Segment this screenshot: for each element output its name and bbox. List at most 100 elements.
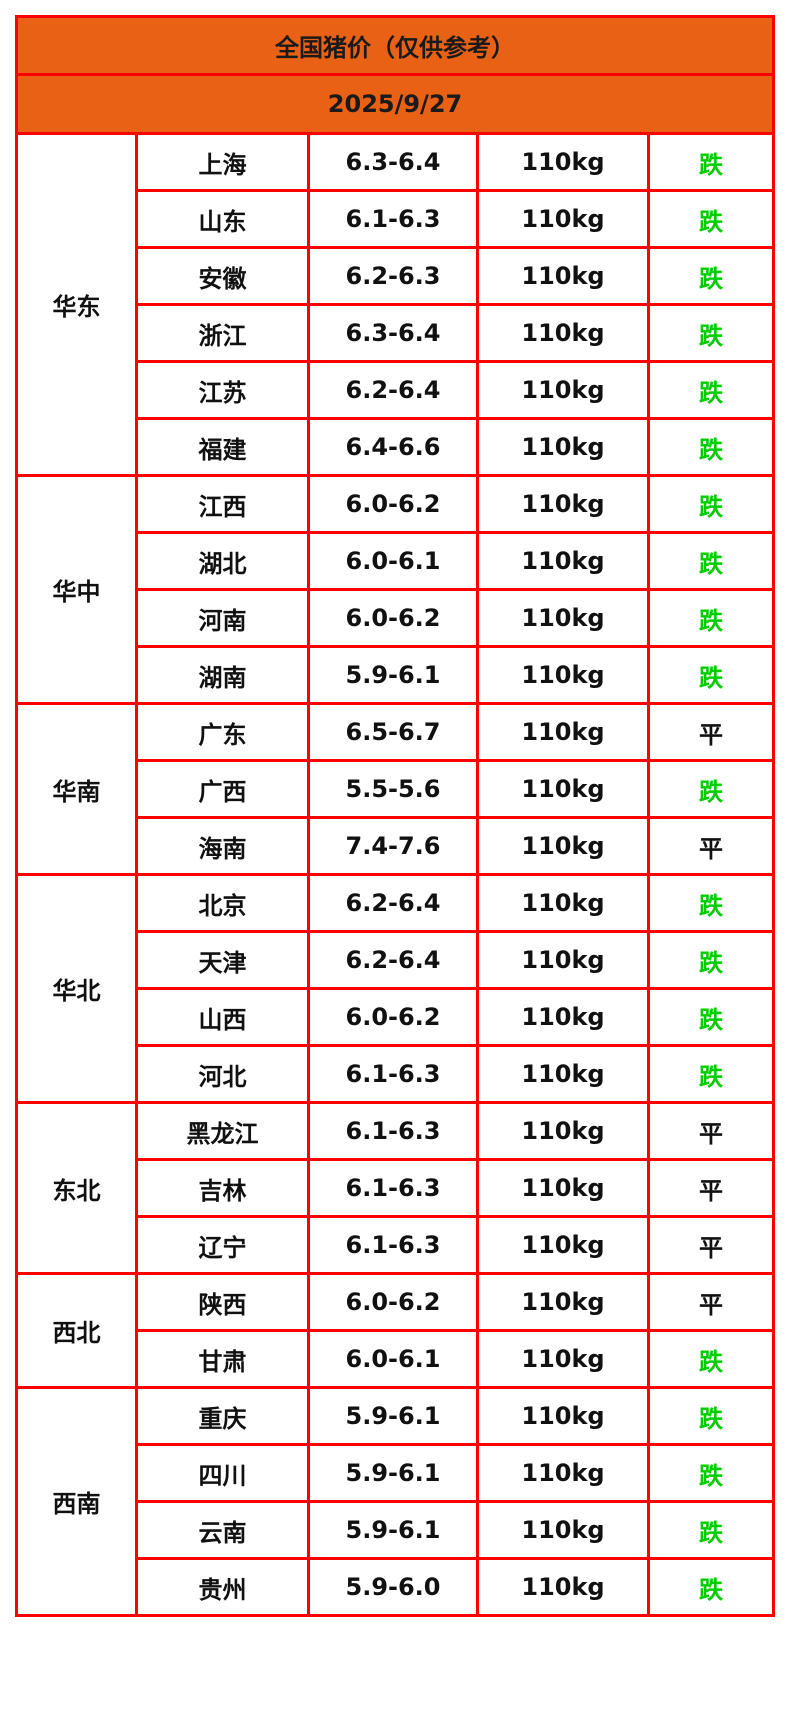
price-cell: 6.1-6.3	[307, 1158, 479, 1218]
table-row: 贵州 5.9-6.0 110kg 跌	[17, 1557, 776, 1617]
province-cell: 江苏	[135, 360, 310, 420]
region-cell: 华北	[15, 873, 138, 1104]
price-cell: 6.0-6.2	[307, 1272, 479, 1332]
trend-cell: 平	[646, 702, 776, 762]
province-cell: 山东	[135, 189, 310, 249]
province-cell: 黑龙江	[135, 1101, 310, 1161]
price-cell: 5.9-6.1	[307, 645, 479, 705]
table-row: 安徽 6.2-6.3 110kg 跌	[17, 246, 776, 306]
weight-cell: 110kg	[476, 987, 650, 1047]
region-cell: 东北	[15, 1101, 138, 1275]
weight-cell: 110kg	[476, 189, 650, 249]
price-cell: 6.0-6.1	[307, 1329, 479, 1389]
province-cell: 河南	[135, 588, 310, 648]
price-cell: 6.4-6.6	[307, 417, 479, 477]
region-cell: 华中	[15, 474, 138, 705]
weight-cell: 110kg	[476, 1101, 650, 1161]
price-cell: 6.0-6.2	[307, 987, 479, 1047]
price-cell: 7.4-7.6	[307, 816, 479, 876]
table-row: 江苏 6.2-6.4 110kg 跌	[17, 360, 776, 420]
province-cell: 吉林	[135, 1158, 310, 1218]
price-cell: 5.9-6.1	[307, 1443, 479, 1503]
weight-cell: 110kg	[476, 1500, 650, 1560]
weight-cell: 110kg	[476, 1386, 650, 1446]
trend-cell: 跌	[646, 474, 776, 534]
weight-cell: 110kg	[476, 873, 650, 933]
weight-cell: 110kg	[476, 1557, 650, 1617]
table-row: 东北 黑龙江 6.1-6.3 110kg 平	[15, 1101, 776, 1275]
table-row: 浙江 6.3-6.4 110kg 跌	[17, 303, 776, 363]
trend-cell: 平	[646, 1215, 776, 1275]
price-cell: 6.1-6.3	[307, 189, 479, 249]
trend-cell: 跌	[646, 759, 776, 819]
table-row: 西南 重庆 5.9-6.1 110kg 跌	[15, 1386, 776, 1617]
price-cell: 5.9-6.1	[307, 1386, 479, 1446]
region-cell: 西南	[15, 1386, 138, 1617]
province-cell: 山西	[135, 987, 310, 1047]
weight-cell: 110kg	[476, 645, 650, 705]
weight-cell: 110kg	[476, 816, 650, 876]
weight-cell: 110kg	[476, 702, 650, 762]
weight-cell: 110kg	[476, 588, 650, 648]
table-row: 天津 6.2-6.4 110kg 跌	[17, 930, 776, 990]
price-cell: 6.1-6.3	[307, 1215, 479, 1275]
province-cell: 上海	[135, 132, 310, 192]
weight-cell: 110kg	[476, 1272, 650, 1332]
province-cell: 广东	[135, 702, 310, 762]
weight-cell: 110kg	[476, 246, 650, 306]
region-cell: 西北	[15, 1272, 138, 1389]
weight-cell: 110kg	[476, 1044, 650, 1104]
trend-cell: 跌	[646, 531, 776, 591]
province-cell: 辽宁	[135, 1215, 310, 1275]
price-cell: 6.2-6.3	[307, 246, 479, 306]
province-cell: 四川	[135, 1443, 310, 1503]
table-row: 华南 广东 6.5-6.7 110kg 平	[15, 702, 776, 876]
province-cell: 福建	[135, 417, 310, 477]
table-title: 全国猪价（仅供参考）	[14, 15, 776, 76]
province-cell: 云南	[135, 1500, 310, 1560]
price-cell: 5.9-6.0	[307, 1557, 479, 1617]
province-cell: 重庆	[135, 1386, 310, 1446]
price-cell: 6.3-6.4	[307, 303, 479, 363]
weight-cell: 110kg	[476, 360, 650, 420]
price-cell: 6.5-6.7	[307, 702, 479, 762]
province-cell: 海南	[135, 816, 310, 876]
table-row: 河南 6.0-6.2 110kg 跌	[17, 588, 776, 648]
trend-cell: 平	[646, 816, 776, 876]
trend-cell: 跌	[646, 1329, 776, 1389]
price-cell: 6.3-6.4	[307, 132, 479, 192]
province-cell: 陕西	[135, 1272, 310, 1332]
province-cell: 北京	[135, 873, 310, 933]
table-date: 2025/9/27	[14, 73, 776, 135]
price-cell: 6.2-6.4	[307, 360, 479, 420]
table-row: 湖北 6.0-6.1 110kg 跌	[17, 531, 776, 591]
table-row: 海南 7.4-7.6 110kg 平	[17, 816, 776, 876]
trend-cell: 平	[646, 1272, 776, 1332]
province-cell: 湖北	[135, 531, 310, 591]
weight-cell: 110kg	[476, 930, 650, 990]
trend-cell: 平	[646, 1101, 776, 1161]
price-cell: 5.9-6.1	[307, 1500, 479, 1560]
table-row: 华北 北京 6.2-6.4 110kg 跌	[15, 873, 776, 1104]
province-cell: 天津	[135, 930, 310, 990]
weight-cell: 110kg	[476, 1215, 650, 1275]
table-row: 华东 上海 6.3-6.4 110kg 跌	[15, 132, 776, 477]
weight-cell: 110kg	[476, 531, 650, 591]
trend-cell: 跌	[646, 1443, 776, 1503]
trend-cell: 跌	[646, 360, 776, 420]
weight-cell: 110kg	[476, 1158, 650, 1218]
weight-cell: 110kg	[476, 132, 650, 192]
trend-cell: 跌	[646, 246, 776, 306]
table-row: 四川 5.9-6.1 110kg 跌	[17, 1443, 776, 1503]
province-cell: 广西	[135, 759, 310, 819]
weight-cell: 110kg	[476, 303, 650, 363]
date-row: 2025/9/27	[14, 73, 776, 135]
trend-cell: 跌	[646, 645, 776, 705]
trend-cell: 跌	[646, 1500, 776, 1560]
trend-cell: 跌	[646, 189, 776, 249]
table-row: 山西 6.0-6.2 110kg 跌	[17, 987, 776, 1047]
price-cell: 6.1-6.3	[307, 1044, 479, 1104]
table-row: 吉林 6.1-6.3 110kg 平	[17, 1158, 776, 1218]
province-cell: 湖南	[135, 645, 310, 705]
table-row: 山东 6.1-6.3 110kg 跌	[17, 189, 776, 249]
